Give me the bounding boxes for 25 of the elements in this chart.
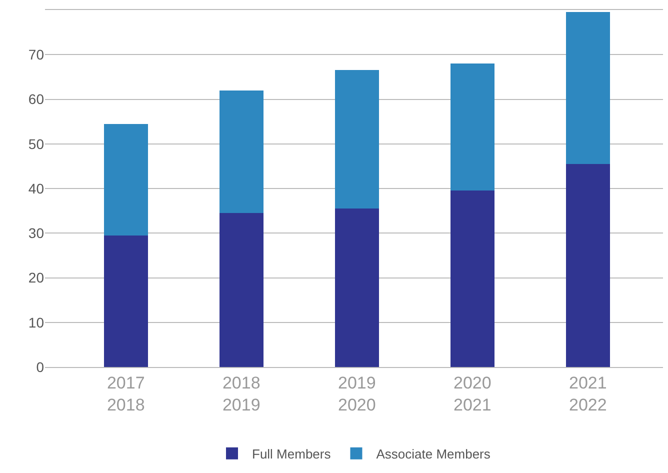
bar: [450, 190, 494, 367]
x-tick-label: 2020 2021: [453, 373, 492, 414]
y-tick-label: 60: [28, 91, 44, 108]
bar: [219, 213, 264, 367]
bar: [450, 64, 494, 191]
bar: [334, 70, 379, 209]
bar: [219, 90, 264, 214]
legend-label: Associate Members: [376, 446, 491, 462]
y-tick-label: 40: [28, 180, 44, 196]
bar: [104, 235, 148, 367]
bar: [566, 12, 610, 164]
y-tick-label: 70: [28, 46, 44, 63]
y-tick-label: 20: [28, 270, 44, 286]
x-tick-label: 2019 2020: [338, 373, 376, 414]
y-tick-label: 30: [28, 225, 44, 242]
y-tick-label: 10: [28, 314, 44, 330]
bar: [566, 164, 610, 367]
x-tick-label: 2021 2022: [569, 373, 607, 414]
legend-label: Full Members: [252, 446, 332, 462]
y-tick-label: 0: [36, 358, 44, 375]
bar: [104, 124, 148, 236]
y-tick-label: 50: [28, 136, 44, 152]
bar: [334, 208, 379, 367]
x-tick-label: 2018 2019: [222, 373, 260, 414]
x-tick-label: 2017 2018: [106, 373, 145, 414]
